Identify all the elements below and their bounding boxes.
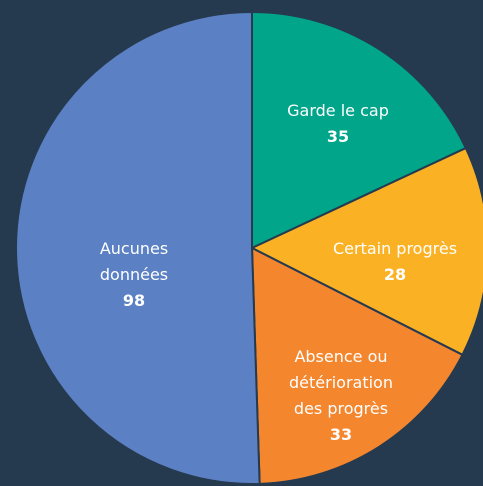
category-label: Absence ou détérioration des progrès bbox=[289, 347, 393, 418]
slice-label: Absence ou détérioration des progrès 33 bbox=[276, 344, 406, 448]
pie-slice bbox=[249, 146, 483, 357]
value-label: 35 bbox=[326, 127, 350, 146]
pie-slice bbox=[15, 10, 261, 485]
category-label: Certain progrès bbox=[332, 239, 458, 258]
pie-slice bbox=[251, 10, 468, 250]
slice-label: Garde le cap 35 bbox=[273, 98, 403, 150]
value-label: 98 bbox=[122, 291, 146, 310]
value-label: 28 bbox=[383, 265, 407, 284]
slice-label: Aucunes données 98 bbox=[69, 236, 199, 314]
pie-slice bbox=[250, 246, 464, 485]
category-label: Garde le cap bbox=[287, 101, 389, 120]
slice-label: Certain progrès 28 bbox=[330, 236, 460, 288]
category-label: Aucunes données bbox=[99, 239, 169, 284]
value-label: 33 bbox=[329, 425, 353, 444]
